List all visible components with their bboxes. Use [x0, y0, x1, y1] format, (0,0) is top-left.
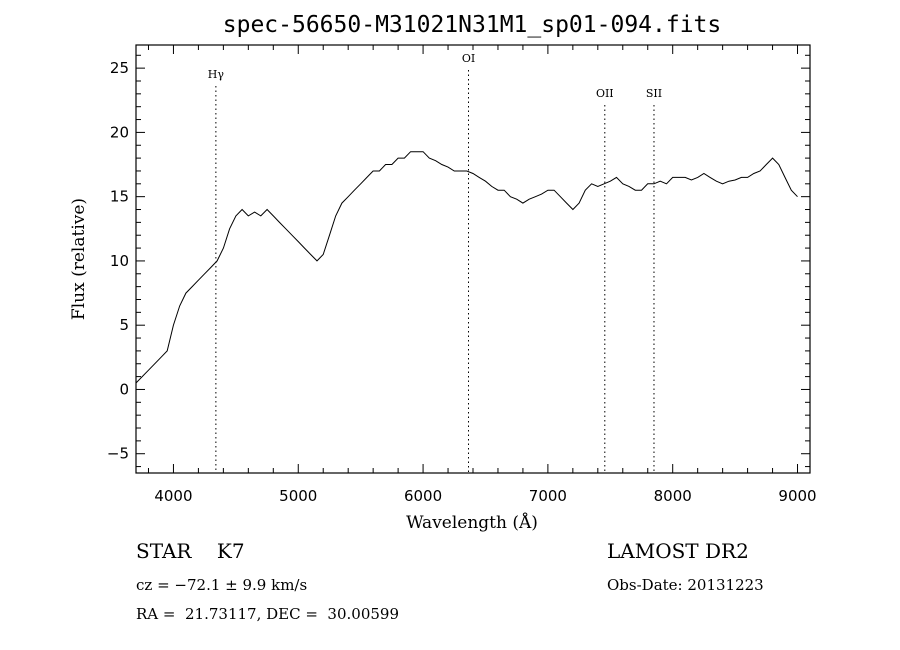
spectral-line-label: OI: [462, 52, 475, 65]
x-tick-label: 4000: [154, 487, 192, 505]
y-tick-label: 0: [119, 380, 129, 398]
spectral-line-label: Hγ: [208, 68, 225, 81]
y-tick-label: 5: [119, 316, 129, 334]
x-axis-label: Wavelength (Å): [406, 512, 538, 533]
coordinates: RA = 21.73117, DEC = 30.00599: [136, 605, 399, 623]
y-tick-label: 15: [110, 188, 129, 206]
spectral-line-markers: [215, 70, 655, 473]
spectral-class: STAR K7: [136, 539, 245, 563]
y-tick-label: 10: [110, 252, 129, 270]
chart-title: spec-56650-M31021N31M1_sp01-094.fits: [223, 12, 722, 38]
plot-frame: [135, 44, 811, 474]
x-tick-label: 9000: [778, 487, 816, 505]
spectral-line-labels: Hγ OI OII SII: [208, 52, 662, 100]
redshift-velocity: cz = −72.1 ± 9.9 km/s: [136, 576, 307, 594]
x-tick-label: 6000: [404, 487, 442, 505]
y-tick-label: −5: [107, 445, 129, 463]
y-axis-ticks: 25 20 15 10 5 0 −5: [107, 54, 810, 468]
survey-name: LAMOST DR2: [607, 539, 749, 563]
observation-date: Obs-Date: 20131223: [607, 576, 764, 594]
x-tick-label: 5000: [279, 487, 317, 505]
y-tick-label: 20: [110, 123, 129, 141]
spectrum-line: [135, 151, 798, 384]
x-axis-ticks: 4000 5000 6000 7000 8000 9000: [147, 45, 817, 505]
spectral-line-label: OII: [596, 87, 614, 100]
spectral-line-label: SII: [646, 87, 662, 100]
x-tick-label: 8000: [654, 487, 692, 505]
x-tick-label: 7000: [529, 487, 567, 505]
y-axis-label: Flux (relative): [69, 198, 89, 320]
y-tick-label: 25: [110, 59, 129, 77]
